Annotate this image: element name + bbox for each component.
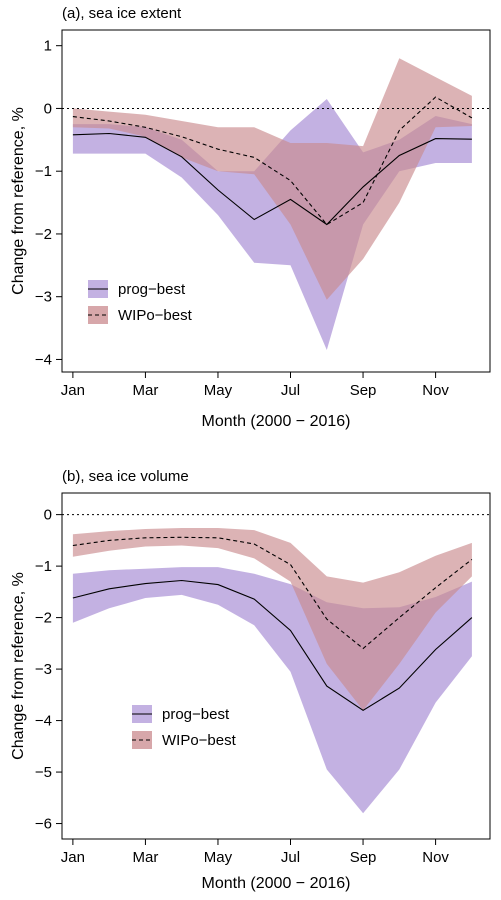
band-layer bbox=[72, 528, 472, 814]
series-line-layer bbox=[72, 96, 473, 226]
x-tick-label: Jul bbox=[281, 382, 300, 399]
x-tick-label: Jan bbox=[61, 849, 85, 866]
x-tick-label: Nov bbox=[422, 849, 449, 866]
series-line-prog-best bbox=[72, 579, 473, 711]
y-tick-label: −2 bbox=[35, 226, 52, 243]
y-tick-label: −1 bbox=[35, 558, 52, 575]
legend-label: WIPo−best bbox=[118, 307, 193, 324]
x-tick-label: Sep bbox=[350, 382, 377, 399]
x-tick-label: May bbox=[204, 382, 233, 399]
y-tick-label: 0 bbox=[44, 100, 52, 117]
y-tick-label: 1 bbox=[44, 38, 52, 55]
x-tick-label: Jan bbox=[61, 382, 85, 399]
y-tick-label: −6 bbox=[35, 816, 52, 833]
x-tick-label: Mar bbox=[133, 382, 159, 399]
x-axis-label: Month (2000 − 2016) bbox=[202, 875, 351, 892]
legend-label: prog−best bbox=[162, 706, 230, 723]
y-tick-label: −4 bbox=[35, 351, 52, 368]
x-tick-label: Mar bbox=[133, 849, 159, 866]
chart-title: (b), sea ice volume bbox=[62, 468, 189, 485]
y-axis-label: Change from reference, % bbox=[10, 572, 27, 760]
band-layer bbox=[72, 58, 472, 350]
y-tick-label: −5 bbox=[35, 764, 52, 781]
legend: prog−best WIPo−best bbox=[88, 280, 193, 324]
y-tick-label: −3 bbox=[35, 289, 52, 306]
y-tick-label: −3 bbox=[35, 661, 52, 678]
x-tick-label: Jul bbox=[281, 849, 300, 866]
x-tick-label: Nov bbox=[422, 382, 449, 399]
panel-sea-ice-extent: (a), sea ice extent Jan Mar May Jul Sep Nov 1 0… bbox=[10, 5, 491, 430]
y-tick-label: −2 bbox=[35, 610, 52, 627]
chart-title: (a), sea ice extent bbox=[62, 5, 182, 22]
series-line-wipo-best bbox=[72, 536, 473, 650]
uncertainty-band-wipo-best bbox=[72, 58, 472, 300]
y-tick-label: −4 bbox=[35, 713, 52, 730]
series-line-prog-best bbox=[72, 132, 472, 226]
plot-frame bbox=[61, 29, 491, 373]
y-axis-label: Change from reference, % bbox=[10, 107, 27, 295]
uncertainty-band-wipo-best bbox=[72, 528, 472, 711]
panel-sea-ice-volume: (b), sea ice volume Jan Mar May Jul Sep Nov 0 −… bbox=[10, 468, 491, 892]
legend: prog−best WIPo−best bbox=[132, 705, 237, 749]
y-tick-label: 0 bbox=[44, 507, 52, 524]
y-tick-label: −1 bbox=[35, 163, 52, 180]
legend-label: WIPo−best bbox=[162, 732, 237, 749]
legend-label: prog−best bbox=[118, 281, 186, 298]
axes-layer: Jan Mar May Jul Sep Nov 0 −1 −2 −3 −4 −5 −6 bbox=[35, 507, 450, 866]
x-axis-label: Month (2000 − 2016) bbox=[202, 413, 351, 430]
plot-frame bbox=[61, 492, 491, 840]
series-line-layer bbox=[72, 536, 473, 711]
axes-layer: Jan Mar May Jul Sep Nov 1 0 −1 −2 −3 −4 bbox=[35, 38, 450, 399]
x-tick-label: May bbox=[204, 849, 233, 866]
x-tick-label: Sep bbox=[350, 849, 377, 866]
